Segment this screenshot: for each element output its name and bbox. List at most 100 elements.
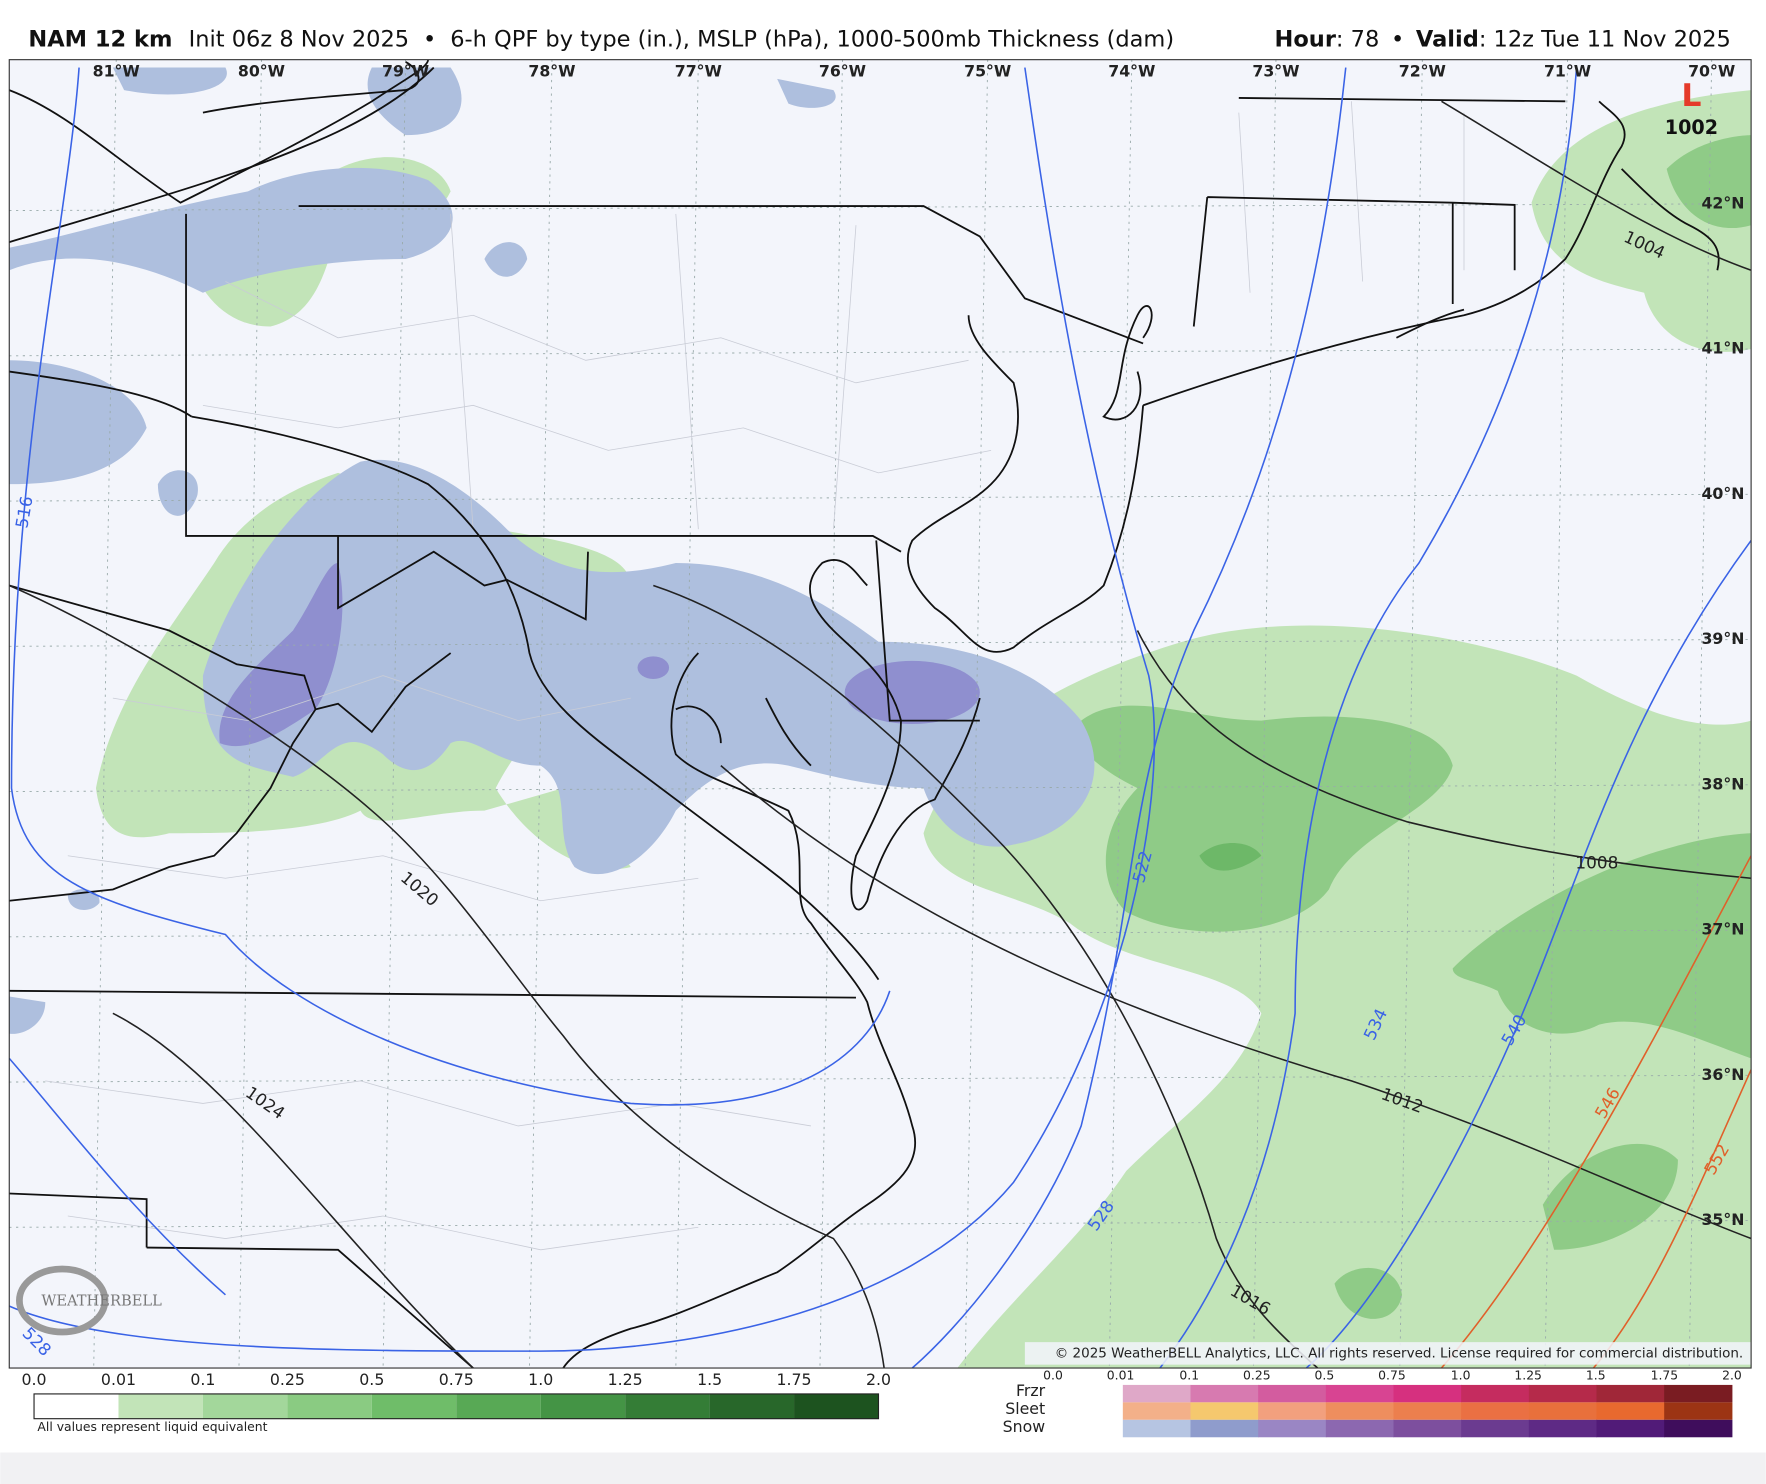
mixed-swatch [1461, 1384, 1530, 1403]
meridian [964, 59, 989, 1369]
longitude-label: 80°W [238, 62, 285, 81]
rain-tick-label: 0.1 [190, 1370, 215, 1389]
longitude-label: 72°W [1399, 62, 1446, 81]
meridian [529, 59, 553, 1369]
latitude-label: 38°N [1701, 774, 1744, 793]
longitude-label: 81°W [93, 62, 140, 81]
copyright: © 2025 WeatherBELL Analytics, LLC. All r… [1055, 1345, 1743, 1361]
mixed-swatch [1258, 1402, 1327, 1420]
meridian [819, 59, 843, 1369]
valid-label: Valid [1416, 26, 1479, 52]
rain-swatch [794, 1393, 879, 1419]
map: 81°W 80°W 79°W 78°W 77°W 76°W 75°W 74°W 73°W 72°W… [9, 59, 1752, 1369]
rain-swatch [540, 1393, 626, 1419]
mixed-swatch [1122, 1419, 1192, 1438]
longitude-label: 78°W [528, 62, 575, 81]
mixed-swatch [1461, 1402, 1530, 1420]
separator: • [1391, 26, 1404, 52]
meridian [1544, 59, 1569, 1369]
meridian [1399, 59, 1423, 1369]
header-line: NAM 12 km Init 06z 8 Nov 2025 • 6-h QPF … [28, 26, 1174, 52]
longitude-label: 73°W [1252, 62, 1299, 81]
mixed-tick-label: 0.1 [1179, 1368, 1199, 1382]
legend-note: All values represent liquid equivalent [37, 1420, 267, 1434]
separator: • [423, 26, 436, 52]
map-frame [8, 59, 1752, 1369]
precip-type-label: Snow [1003, 1417, 1046, 1436]
longitude-label: 77°W [675, 62, 722, 81]
mixed-tick-label: 0.25 [1243, 1368, 1271, 1382]
mixed-swatch [1596, 1402, 1665, 1420]
rain-tick-label: 1.25 [608, 1370, 643, 1389]
rain-swatch [709, 1393, 795, 1419]
longitude-label: 71°W [1544, 62, 1591, 81]
legend: All values represent liquid equivalent 0… [22, 1368, 1742, 1438]
mixed-tick-label: 0.75 [1378, 1368, 1406, 1382]
mixed-tick-label: 0.0 [1043, 1368, 1063, 1382]
latitude-label: 42°N [1701, 193, 1744, 212]
mixed-tick-label: 1.75 [1651, 1368, 1679, 1382]
rain-tick-label: 0.0 [22, 1370, 47, 1389]
mixed-tick-label: 1.25 [1514, 1368, 1542, 1382]
rain-swatch [118, 1393, 203, 1419]
mixed-swatch [1664, 1384, 1733, 1403]
longitude-label: 76°W [819, 62, 866, 81]
mixed-swatch [1528, 1402, 1598, 1420]
rain-swatch [34, 1393, 119, 1419]
mixed-swatch [1258, 1384, 1327, 1403]
valid: : 12z Tue 11 Nov 2025 [1479, 26, 1731, 52]
county-lines [45, 101, 1465, 1251]
init: Init 06z 8 Nov 2025 [189, 26, 410, 52]
rain-swatch [371, 1393, 457, 1419]
mixed-tick-label: 1.0 [1451, 1368, 1471, 1382]
rain-tick-label: 0.75 [439, 1370, 474, 1389]
isobar-label: 1008 [1575, 853, 1618, 873]
mixed-swatch [1393, 1402, 1462, 1420]
meridian [1252, 59, 1277, 1369]
low-symbol: L [1681, 78, 1701, 114]
longitude-label: 70°W [1688, 62, 1735, 81]
rain-tick-label: 1.5 [697, 1370, 722, 1389]
mixed-swatch [1190, 1419, 1259, 1438]
latitude-label: 40°N [1701, 484, 1744, 503]
rain-swatch [625, 1393, 710, 1419]
rain-swatch [456, 1393, 541, 1419]
mixed-swatch [1325, 1402, 1395, 1420]
mixed-tick-label: 0.01 [1107, 1368, 1135, 1382]
mixed-swatch [1664, 1419, 1733, 1438]
logo-text: WEATHERBELL [41, 1293, 162, 1310]
rain-tick-label: 2.0 [866, 1370, 891, 1389]
valid-line: Hour: 78 • Valid: 12z Tue 11 Nov 2025 [1275, 26, 1731, 52]
longitude-label: 79°W [382, 62, 429, 81]
mixed-swatch [1393, 1384, 1462, 1403]
latitude-label: 37°N [1701, 920, 1744, 939]
mixed-tick-label: 1.5 [1586, 1368, 1606, 1382]
rain-tick-label: 1.75 [777, 1370, 812, 1389]
latitude-label: 41°N [1701, 339, 1744, 358]
mixed-swatch [1664, 1402, 1733, 1420]
mixed-swatch [1596, 1384, 1665, 1403]
meridian [382, 59, 407, 1369]
meridian [1688, 59, 1713, 1369]
mixed-swatch [1596, 1419, 1665, 1438]
meridian [1108, 59, 1133, 1369]
rain-tick-label: 1.0 [528, 1370, 553, 1389]
mixed-swatch [1325, 1419, 1395, 1438]
mixed-swatch [1190, 1384, 1259, 1403]
mixed-tick-label: 2.0 [1722, 1368, 1742, 1382]
mixed-swatch [1122, 1402, 1192, 1420]
isobars [9, 100, 1752, 1369]
longitude-label: 74°W [1108, 62, 1155, 81]
mixed-swatch [1393, 1419, 1462, 1438]
mixed-swatch [1122, 1384, 1192, 1403]
latitude-label: 36°N [1701, 1065, 1744, 1084]
latitude-label: 35°N [1701, 1210, 1744, 1229]
rain-bar-frame [33, 1393, 880, 1420]
longitude-label: 75°W [964, 62, 1011, 81]
product: 6-h QPF by type (in.), MSLP (hPa), 1000-… [450, 26, 1174, 52]
rain-swatch [202, 1393, 288, 1419]
hour-label: Hour [1275, 26, 1337, 52]
meridian [675, 59, 699, 1369]
mixed-tick-label: 0.5 [1315, 1368, 1335, 1382]
